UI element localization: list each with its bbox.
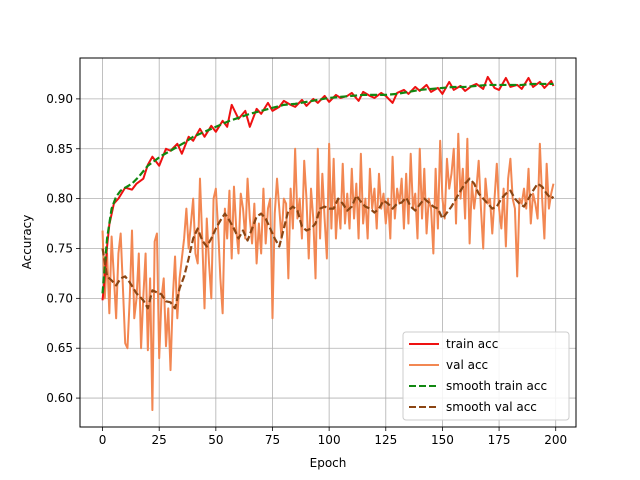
legend-label-smooth-val-acc: smooth val acc	[446, 400, 537, 414]
series-line-smooth-val-acc	[101, 177, 555, 310]
legend: train acc val acc smooth train acc smoot…	[402, 331, 570, 421]
x-axis-label: Epoch	[310, 456, 347, 470]
x-tick-label: 150	[431, 433, 454, 447]
x-tick-label: 175	[488, 433, 511, 447]
legend-label-val-acc: val acc	[446, 358, 488, 372]
y-tick-label: 0.75	[46, 241, 73, 255]
y-tick-label: 0.85	[46, 142, 73, 156]
series-layer	[101, 75, 555, 412]
y-tick-label: 0.65	[46, 341, 73, 355]
x-tick-label: 100	[318, 433, 341, 447]
legend-label-smooth-train-acc: smooth train acc	[446, 379, 547, 393]
x-tick-label: 25	[152, 433, 167, 447]
x-tick-label: 0	[99, 433, 107, 447]
y-tick-label: 0.60	[46, 391, 73, 405]
x-tick-label: 75	[265, 433, 280, 447]
plot-frame	[79, 57, 577, 428]
x-tick-label: 200	[544, 433, 567, 447]
legend-label-train-acc: train acc	[446, 337, 498, 351]
x-tick-label: 50	[208, 433, 223, 447]
x-ticks: 0 25 50 75 100 125 150 175 200	[99, 427, 567, 447]
series-line-train-acc	[101, 75, 555, 301]
y-tick-label: 0.70	[46, 291, 73, 305]
legend-box	[402, 331, 570, 421]
series-line-smooth-train-acc	[101, 82, 554, 294]
x-tick-label: 125	[374, 433, 397, 447]
y-tick-label: 0.90	[46, 92, 73, 106]
series-line-val-acc	[101, 132, 555, 412]
y-ticks: 0.60 0.65 0.70 0.75 0.80 0.85 0.90	[46, 92, 80, 405]
y-tick-label: 0.80	[46, 192, 73, 206]
y-axis-label: Accuracy	[20, 215, 34, 270]
